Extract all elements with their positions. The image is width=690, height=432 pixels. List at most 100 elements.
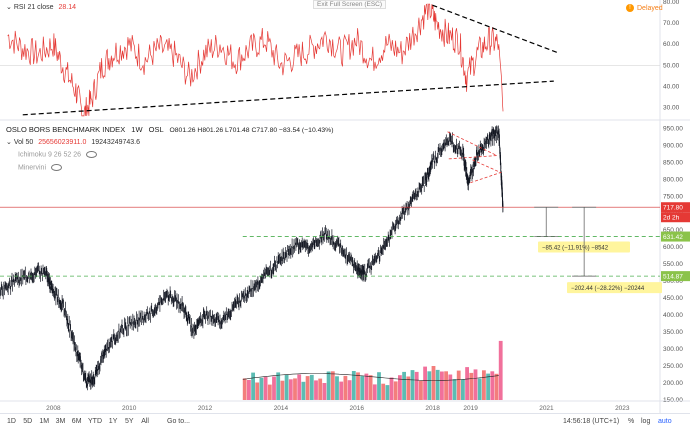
volume-bar bbox=[456, 370, 461, 400]
volume-legend[interactable]: ⌄ Vol 50 25656023911.0 19243249743.6 bbox=[6, 138, 140, 146]
x-tick-label: 2008 bbox=[46, 405, 61, 412]
timeframe-button-3m[interactable]: 3M bbox=[55, 418, 66, 425]
volume-bar bbox=[423, 366, 427, 400]
volume-bar bbox=[360, 376, 365, 400]
volume-bar bbox=[419, 380, 423, 400]
volume-bar bbox=[314, 380, 318, 400]
price-y-tick: 600.00 bbox=[663, 244, 683, 251]
volume-bar bbox=[393, 381, 398, 400]
level-1-badge: 631.42 bbox=[663, 234, 683, 241]
timeframe-button-all[interactable]: All bbox=[141, 418, 149, 425]
timeframe-button-1y[interactable]: 1Y bbox=[108, 418, 118, 425]
ichimoku-label: Ichimoku 9 26 52 26 bbox=[18, 151, 82, 159]
x-tick-label: 2023 bbox=[615, 405, 630, 412]
clock-readout: 14:56:18 (UTC+1) bbox=[563, 418, 620, 425]
volume-bar bbox=[326, 371, 331, 400]
rsi-resistance-trendline bbox=[432, 4, 558, 54]
level-2-badge-bg bbox=[661, 271, 690, 282]
volume-ma-line bbox=[242, 373, 499, 381]
goto-button[interactable]: Go to... bbox=[167, 418, 190, 425]
volume-bar bbox=[461, 379, 465, 400]
volume-bar bbox=[469, 372, 474, 400]
timeframe-button-1m[interactable]: 1M bbox=[39, 418, 50, 425]
volume-bar bbox=[435, 369, 440, 400]
volume-bar bbox=[385, 385, 390, 400]
price-y-tick: 400.00 bbox=[663, 312, 683, 319]
volume-bar bbox=[288, 379, 293, 400]
minervini-label: Minervini bbox=[18, 164, 47, 172]
volume-bar bbox=[389, 377, 394, 400]
price-y-tick: 750.00 bbox=[663, 193, 683, 200]
chart-canvas[interactable]: 80.00 70.00 60.00 50.00 40.00 30.00 950.00 900.… bbox=[0, 0, 690, 413]
rsi-y-tick: 40.00 bbox=[663, 83, 680, 90]
volume-bar bbox=[347, 380, 352, 400]
price-bar bbox=[500, 179, 504, 208]
minervini-legend[interactable]: Minervini bbox=[18, 164, 62, 171]
price-y-tick: 250.00 bbox=[663, 363, 683, 370]
level-2-badge: 514.87 bbox=[663, 274, 683, 281]
volume-bar bbox=[494, 373, 499, 400]
auto-toggle[interactable]: auto bbox=[658, 418, 672, 425]
eye-hidden-icon[interactable] bbox=[86, 151, 97, 158]
volume-bar bbox=[377, 372, 381, 400]
volume-bar bbox=[372, 384, 377, 400]
price-y-tick: 350.00 bbox=[663, 329, 683, 336]
volume-bar bbox=[410, 370, 415, 400]
volume-bar bbox=[343, 375, 348, 400]
volume-bar bbox=[251, 372, 255, 400]
measure-long-label-bg bbox=[567, 282, 662, 294]
volume-bar bbox=[368, 375, 373, 400]
timeframe-button-5y[interactable]: 5Y bbox=[125, 418, 134, 425]
volume-bar bbox=[431, 366, 436, 400]
volume-bar bbox=[402, 371, 406, 400]
symbol-legend[interactable]: OSLO BORS BENCHMARK INDEX 1W OSL O801.26… bbox=[6, 125, 333, 134]
eye-hidden-icon[interactable] bbox=[50, 164, 62, 171]
volume-bar bbox=[255, 382, 260, 400]
pattern-lower-trendline bbox=[470, 158, 502, 184]
timeframe-button-ytd[interactable]: YTD bbox=[88, 418, 102, 425]
x-tick-label: 2010 bbox=[122, 405, 137, 412]
vol-label: Vol 50 bbox=[13, 139, 34, 146]
volume-bar bbox=[498, 340, 503, 400]
rsi-y-tick: 50.00 bbox=[663, 62, 680, 69]
bottom-toolbar: 1D 5D 1M 3M 6M YTD 1Y 5Y All Go to... 14:56:18 (… bbox=[0, 413, 690, 432]
volume-bar bbox=[356, 372, 360, 400]
pattern-upper-trendline bbox=[447, 131, 499, 160]
volume-bar bbox=[477, 378, 482, 400]
volume-bar bbox=[259, 377, 264, 400]
timeframe-button-5d[interactable]: 5D bbox=[23, 418, 33, 425]
rsi-legend[interactable]: ⌄ RSI 21 close 28.14 bbox=[6, 3, 76, 11]
percent-toggle[interactable]: % bbox=[628, 418, 635, 425]
ichimoku-legend[interactable]: Ichimoku 9 26 52 26 bbox=[18, 151, 97, 158]
chevron-down-icon[interactable]: ⌄ bbox=[6, 139, 12, 146]
delayed-label: Delayed bbox=[637, 4, 663, 12]
timeframe-button-1d[interactable]: 1D bbox=[7, 418, 16, 425]
volume-bar bbox=[473, 369, 478, 400]
price-y-tick: 450.00 bbox=[663, 295, 683, 302]
price-y-tick: 950.00 bbox=[663, 125, 683, 132]
volume-bar bbox=[414, 371, 419, 400]
volume-bar bbox=[452, 379, 457, 400]
volume-bar bbox=[448, 374, 453, 400]
volume-bar bbox=[444, 371, 448, 400]
volume-bar bbox=[276, 372, 281, 400]
price-y-tick: 300.00 bbox=[663, 346, 683, 353]
price-y-tick: 500.00 bbox=[663, 278, 683, 285]
exchange: OSL bbox=[148, 125, 164, 134]
current-price-badge-bg bbox=[661, 202, 690, 213]
exit-fullscreen-button[interactable]: Exit Full Screen (ESC) bbox=[313, 0, 387, 9]
volume-bar bbox=[284, 374, 289, 400]
log-toggle[interactable]: log bbox=[641, 418, 651, 425]
volume-bar bbox=[490, 371, 495, 400]
chevron-down-icon[interactable]: ⌄ bbox=[6, 4, 12, 11]
measure-long-label: −202.44 (−28.22%) −20244 bbox=[571, 286, 645, 292]
volume-bar bbox=[263, 376, 268, 400]
price-y-tick: 900.00 bbox=[663, 142, 683, 149]
bar-countdown-badge-bg bbox=[661, 212, 690, 223]
rsi-y-tick: 60.00 bbox=[663, 41, 680, 48]
volume-bar bbox=[297, 374, 302, 400]
rsi-line bbox=[7, 3, 504, 117]
timeframe-button-6m[interactable]: 6M bbox=[71, 418, 82, 425]
volume-bar bbox=[318, 378, 323, 400]
price-y-tick: 850.00 bbox=[663, 159, 683, 166]
